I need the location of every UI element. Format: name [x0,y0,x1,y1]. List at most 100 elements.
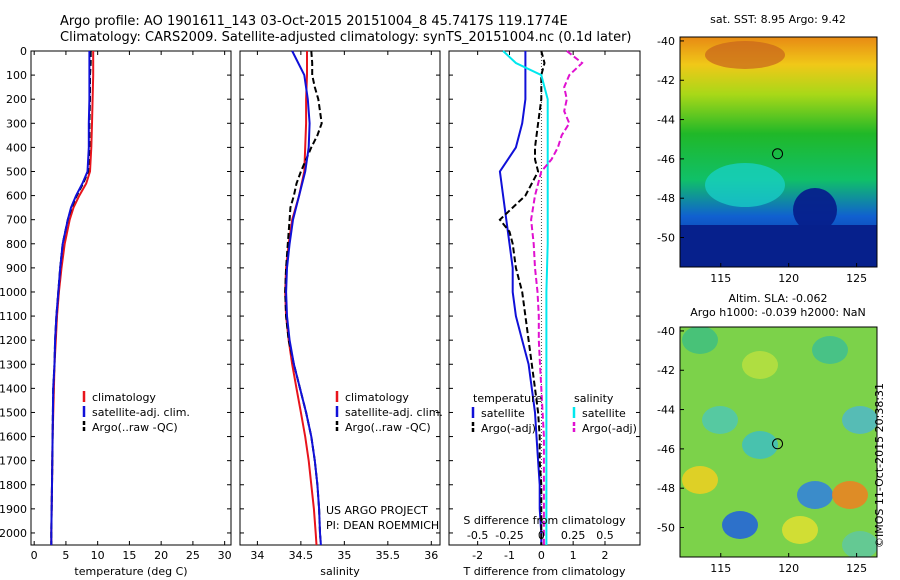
panel-frame-temperature [30,50,232,546]
x-tick-label: 25 [186,549,200,562]
legend-label: Argo(..raw -QC) [92,421,178,434]
legend-label: temperature [473,392,542,405]
x2-tick-label: -0.25 [495,529,523,542]
chart-title-line2: Climatology: CARS2009. Satellite-adjuste… [60,30,632,45]
y-tick-label: 100 [6,69,27,82]
x-tick-label: 0 [538,549,545,562]
map-y-tick-label: -48 [657,482,675,495]
y-tick-label: 700 [6,214,27,227]
panel-frame-salinity [239,50,441,546]
x-tick-label: -2 [472,549,483,562]
y-tick-label: 1600 [0,431,27,444]
panel-difference: -2 -1 0 1 2 T difference from climatology S di… [448,50,641,578]
map-sst-map: 115 120 125 -40 -42 -44 -46 -48 -50 [657,35,878,285]
map-frame [679,36,878,268]
x-tick-label: -1 [504,549,515,562]
sla-anomaly [842,406,877,434]
y-tick-label: 2000 [0,527,27,540]
sla-anomaly [797,481,833,509]
map-y-tick-label: -42 [657,364,675,377]
map-y-tick-label: -42 [657,74,675,87]
series-satellite [50,51,91,545]
y-tick-label: 800 [6,238,27,251]
timestamp: ©IMOS 11-Oct-2015 20:38:31 [873,382,886,548]
sst-cold-band [680,225,877,267]
map-x-tick-label: 125 [846,562,867,575]
map-sla-map: 115 120 125 -40 -42 -44 -46 -48 -50 [657,325,878,575]
legend-label: Argo(..raw -QC) [345,421,431,434]
y-tick-label: 1500 [0,406,27,419]
y-tick-label: 1300 [0,358,27,371]
x-tick-label: 34 [250,549,264,562]
y-tick-label: 1200 [0,334,27,347]
x-axis-label: temperature (deg C) [74,565,187,578]
chart-title-line1: Argo profile: AO 1901611_143 03-Oct-2015… [60,14,568,29]
legend-label: satellite [481,407,525,420]
legend-label: satellite-adj. clim. [345,406,443,419]
sla-anomaly [722,511,758,539]
sla-anomaly [742,431,778,459]
sst-field [680,37,877,267]
legend-label: Argo(-adj) [582,422,637,435]
panel-temperature: 0100200300400500600700800900100011001200… [0,45,232,578]
map-x-tick-label: 115 [710,562,731,575]
x-tick-label: 10 [91,549,105,562]
y-tick-label: 900 [6,262,27,275]
x-tick-label: 34.5 [289,549,314,562]
map-frame [679,326,878,558]
x2-tick-label: -0.5 [467,529,488,542]
legend-label: satellite [582,407,626,420]
x-axis-label: salinity [320,565,360,578]
y-tick-label: 600 [6,190,27,203]
sla-background [680,327,877,557]
legend-label: climatology [92,391,156,404]
map-y-tick-label: -40 [657,35,675,48]
legend-label: Argo(-adj) [481,422,536,435]
map-x-tick-label: 125 [846,272,867,285]
x-tick-label: 2 [601,549,608,562]
sla-anomaly [782,516,818,544]
map-title-sst: sat. SST: 8.95 Argo: 9.42 [710,13,846,26]
map-y-tick-label: -46 [657,443,675,456]
map-y-tick-label: -46 [657,153,675,166]
annotation-project: US ARGO PROJECT [326,504,428,517]
y-tick-label: 1000 [0,286,27,299]
legend-label: satellite-adj. clim. [92,406,190,419]
x2-tick-label: 0.25 [561,529,586,542]
x-tick-label: 5 [62,549,69,562]
y-tick-label: 400 [6,141,27,154]
legend-label: climatology [345,391,409,404]
map-subtitle-sla: Argo h1000: -0.039 h2000: NaN [690,306,866,319]
y-tick-label: 0 [20,45,27,58]
map-y-tick-label: -50 [657,232,675,245]
sla-field [680,327,877,557]
series-argo [284,50,323,546]
legend-label: salinity [574,392,614,405]
x-axis-label: T difference from climatology [463,565,626,578]
x-tick-label: 20 [154,549,168,562]
sla-anomaly [682,466,718,494]
x-tick-label: 35.5 [376,549,401,562]
series-sal-satellite [502,50,549,545]
panel-salinity: 34 34.5 35 35.5 36 salinity climatology satelli… [239,50,443,578]
y-tick-label: 500 [6,165,27,178]
map-x-tick-label: 120 [778,562,799,575]
map-y-tick-label: -50 [657,522,675,535]
series-sal-argo [530,50,584,545]
x-tick-label: 30 [218,549,232,562]
argo-position-marker [772,148,784,160]
sla-anomaly [842,531,877,557]
x-tick-label: 0 [31,549,38,562]
series-satellite [285,50,322,546]
map-x-tick-label: 115 [710,272,731,285]
x2-axis-label: S difference from climatology [463,514,626,527]
sla-anomaly [682,327,718,354]
x2-tick-label: 0.5 [596,529,614,542]
y-tick-label: 1400 [0,382,27,395]
x-tick-label: 15 [122,549,136,562]
sst-warm-patch [705,41,785,69]
argo-position-marker [772,438,784,450]
sla-anomaly [832,481,868,509]
map-y-tick-label: -48 [657,192,675,205]
